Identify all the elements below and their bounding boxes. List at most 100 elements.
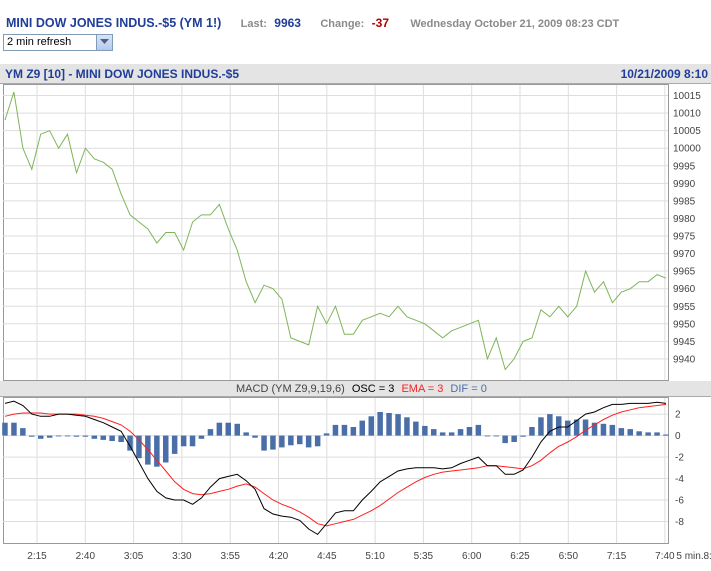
dif-histogram [2,412,669,467]
legend-dif-label: DIF [450,383,468,395]
histogram-bar [29,435,35,437]
price-y-tick-label: 10000 [673,144,701,155]
price-y-tick-label: 9960 [673,284,696,295]
x-tick-label: 3:30 [172,551,192,562]
histogram-bar [55,435,62,437]
histogram-bar [288,435,294,446]
macd-gridlines [3,398,668,543]
histogram-bar [163,435,169,463]
symbol-title[interactable]: MINI DOW JONES INDUS.-$5 (YM 1!) [6,16,222,30]
histogram-bar [493,435,499,437]
legend-osc-value: 3 [388,383,394,395]
x-tick-label: 2:40 [76,551,96,562]
macd-title-bar [0,381,711,396]
price-line [4,91,667,371]
histogram-bar [663,434,669,436]
last-label: Last: [240,18,267,30]
histogram-bar [448,432,455,436]
price-title-bar [0,64,711,83]
histogram-bar [20,428,26,436]
change-label: Change: [320,18,365,30]
price-y-tick-label: 10005 [673,126,701,137]
histogram-bar [359,420,365,436]
legend-ema-value: 3 [437,383,443,395]
histogram-bar [341,424,348,436]
histogram-bar [413,421,419,436]
price-y-axis: 10015 10010 10005 10000 9995 9990 9985 9980 9975… [673,91,701,365]
refresh-select[interactable]: 2 min refresh [3,34,113,51]
macd-y-tick-label: -4 [675,474,684,485]
histogram-bar [431,429,437,436]
histogram-bar [136,435,142,459]
histogram-bar [466,427,473,436]
histogram-bar [511,435,517,442]
histogram-bar [180,435,187,447]
time-x-axis: 2:15 2:40 3:05 3:30 3:55 4:20 4:45 5:10 5:35 6:00… [27,551,711,562]
histogram-bar [395,414,401,436]
price-y-tick-label: 9965 [673,267,696,278]
price-y-tick-label: 9990 [673,179,696,190]
x-tick-label: 6:25 [510,551,530,562]
histogram-bar [547,414,553,436]
histogram-bar [627,429,633,436]
histogram-bar [609,424,616,436]
x-tick-label: 8:05 [703,551,711,562]
x-tick-label: 4:20 [269,551,289,562]
histogram-bar [73,435,80,437]
price-plot-frame [3,84,669,381]
histogram-bar [556,416,562,436]
histogram-bar [457,429,464,436]
histogram-bar [82,435,89,437]
histogram-bar [475,424,482,436]
histogram-bar [565,420,571,436]
histogram-bar [582,419,589,436]
histogram-bar [323,433,330,436]
histogram-bar [386,413,392,436]
price-y-tick-label: 9955 [673,302,696,313]
histogram-bar [484,435,491,437]
histogram-bar [538,417,544,436]
macd-y-tick-label: -2 [675,453,684,464]
histogram-bar [314,435,321,447]
legend-ema-label: EMA [401,383,426,395]
histogram-bar [422,425,428,436]
ema-line [4,403,667,527]
histogram-bar [207,429,214,436]
last-price: 9963 [274,16,301,30]
histogram-bar [234,423,240,436]
x-tick-label: 5:10 [365,551,385,562]
price-chart-date: 10/21/2009 8:10 [621,67,709,81]
histogram-bar [225,422,231,436]
macd-y-tick-label: 0 [675,431,681,442]
histogram-bar [216,422,223,436]
histogram-bar [332,424,339,436]
change-value: -37 [371,16,389,30]
x-tick-label: 7:40 [655,551,675,562]
legend-osc-label: OSC [352,383,376,395]
macd-y-axis: 2 0 -2 -4 -6 -8 [675,410,684,528]
histogram-bar [573,419,580,436]
histogram-bar [279,435,285,448]
macd-legend: MACD (YM Z9,9,19,6) OSC = 3 EMA = 3 DIF … [236,383,487,395]
price-y-tick-label: 9980 [673,214,696,225]
histogram-bar [270,435,276,450]
osc-line [4,400,667,536]
macd-y-tick-label: -6 [675,496,684,507]
histogram-bar [2,422,8,436]
histogram-bar [46,435,53,438]
dropdown-button[interactable] [96,35,112,50]
histogram-bar [654,432,660,436]
quote-datetime: Wednesday October 21, 2009 08:23 CDT [410,18,620,30]
histogram-bar [64,435,71,437]
chevron-down-icon [100,39,109,44]
histogram-bar [252,435,258,438]
histogram-bar [600,423,607,436]
histogram-bar [11,422,17,436]
macd-y-tick-label: 2 [675,410,681,421]
price-y-tick-label: 10010 [673,109,701,120]
histogram-bar [38,435,44,439]
histogram-bar [171,435,178,454]
histogram-bar [91,435,98,439]
histogram-bar [154,435,160,467]
